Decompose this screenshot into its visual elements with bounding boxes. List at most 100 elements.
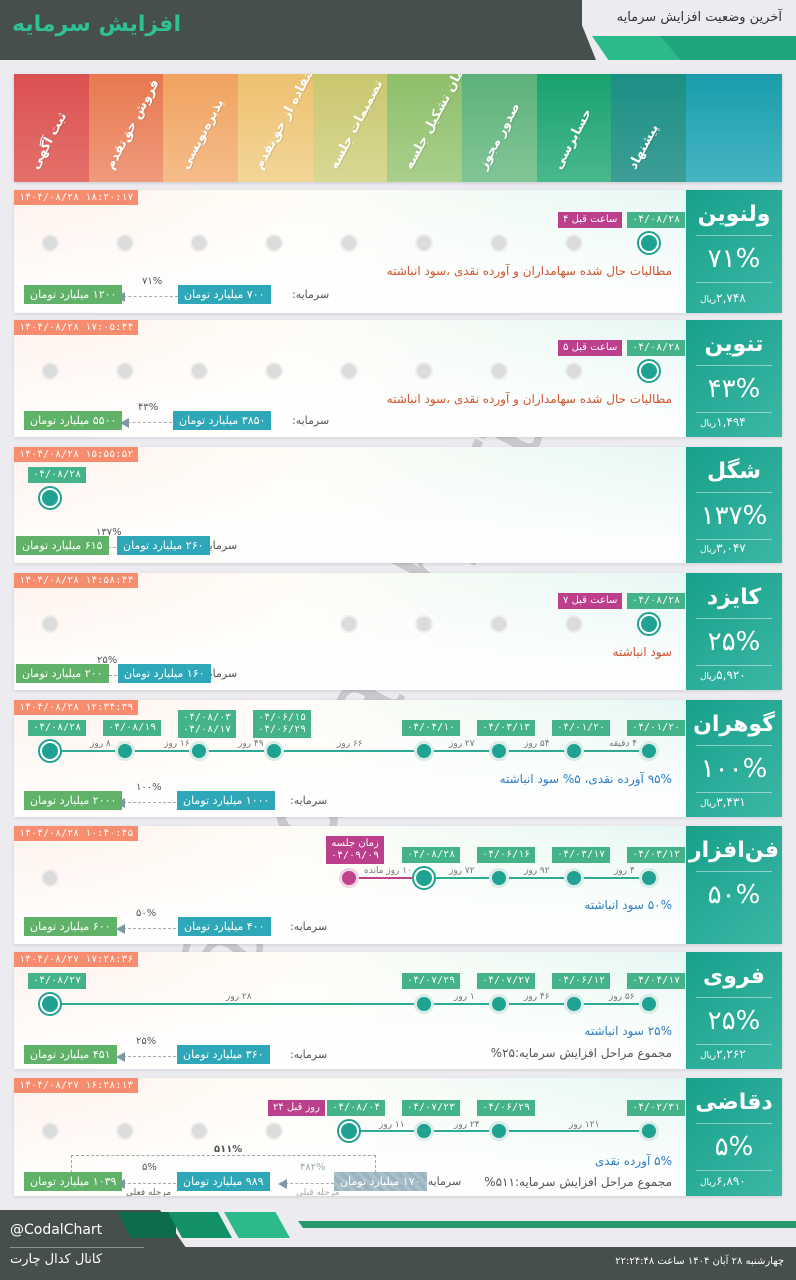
company-card[interactable]: ۱۴۰۴/۰۸/۲۷ ۱۶:۲۸:۱۳ ۰۴/۰۸/۰۴ ۲۴ روز قبل … xyxy=(14,1078,782,1196)
channel-handle[interactable]: @CodalChart xyxy=(10,1222,103,1238)
generated-datetime: چهارشنبه ۲۸ آبان ۱۴۰۴ ساعت ۲۲:۲۴:۴۸ xyxy=(615,1256,784,1267)
stage-meeting-decisions: تصمیمات جلسه xyxy=(312,74,388,182)
share-price: ۳,۴۳۱ریال xyxy=(700,795,746,809)
arrow-icon xyxy=(116,798,176,808)
date-chip: ۰۴/۰۸/۲۸ xyxy=(627,212,686,228)
stage-node xyxy=(189,741,209,761)
company-card[interactable]: ۱۴۰۴/۰۸/۲۸ ۱۲:۳۴:۳۹ ۰۴/۰۱/۲۰ ۰۴/۰۱/۲۰ ۰۴… xyxy=(14,700,782,817)
increase-percent: ۴۳% xyxy=(707,374,761,404)
gap-label: ۲۴ روز xyxy=(454,1120,480,1130)
timestamp-badge: ۱۴۰۴/۰۸/۲۸ ۱۲:۳۴:۳۹ xyxy=(14,700,139,715)
stage-register-notice: ثبت آگهی xyxy=(14,74,89,182)
share-price: ۵,۹۲۰ریال xyxy=(700,668,746,682)
company-card[interactable]: ۱۴۰۴/۰۸/۲۸ ۱۷:۰۵:۴۴ ۰۴/۰۸/۲۸ ۵ ساعت قبل … xyxy=(14,320,782,437)
capital-after: ۲۰۰ میلیارد تومان xyxy=(16,664,109,683)
gap-label: ۴ دقیقه xyxy=(609,739,638,749)
share-price: ۳,۰۴۷ریال xyxy=(700,541,746,555)
capital-after: ۱۲۰۰ میلیارد تومان xyxy=(24,285,123,304)
increase-percent: ۵% xyxy=(714,1132,754,1162)
growth-percent: ۵% xyxy=(142,1162,157,1173)
total-growth-bracket xyxy=(71,1155,376,1173)
capital-before: ۲۶۰ میلیارد تومان xyxy=(117,536,210,555)
gap-label: ۱۲۱ روز xyxy=(569,1120,600,1130)
timestamp-badge: ۱۴۰۴/۰۸/۲۸ ۱۰:۴۰:۴۵ xyxy=(14,826,139,841)
header: افزایش سرمایه آخرین وضعیت افزایش سرمایه xyxy=(0,0,796,60)
company-card[interactable]: ۱۴۰۴/۰۸/۲۸ ۱۰:۴۰:۴۵ زمان جلسه ۰۴/۰۹/۰۹ ۰۴… xyxy=(14,826,782,944)
stage-node xyxy=(41,869,59,887)
company-card[interactable]: ۱۴۰۴/۰۸/۲۸ ۱۴:۵۸:۴۴ ۰۴/۰۸/۲۸ ۷ ساعت قبل … xyxy=(14,573,782,690)
date-chip: ۰۴/۰۱/۲۰ xyxy=(552,720,611,736)
growth-percent: ۲۵% xyxy=(136,1036,157,1047)
stage-node xyxy=(115,741,135,761)
date-chip: ۰۴/۰۱/۲۰ xyxy=(627,720,686,736)
current-stage-node xyxy=(40,741,60,761)
stage-audit: حسابرسی xyxy=(536,74,612,182)
header-dark-band xyxy=(0,0,582,60)
stage-node xyxy=(565,362,583,380)
stage-node xyxy=(116,362,134,380)
stage-node xyxy=(564,868,584,888)
company-name: دقاضی xyxy=(695,1090,773,1115)
date-chip: ۰۴/۰۶/۱۲ xyxy=(552,973,611,989)
description: سود انباشته xyxy=(612,645,672,659)
capital-label: سرمایه: xyxy=(290,920,328,933)
current-stage-node xyxy=(40,488,60,508)
stage-node xyxy=(41,615,59,633)
date-chip: ۰۴/۰۸/۲۸ xyxy=(28,467,87,483)
company-card[interactable]: ۱۴۰۴/۰۸/۲۸ ۱۸:۲۰:۱۷ ۰۴/۰۸/۲۸ ۴ ساعت قبل … xyxy=(14,190,782,313)
capital-before: ۹۸۹ میلیارد تومان xyxy=(177,1172,270,1191)
date-chip: ۰۴/۰۷/۲۹ xyxy=(402,973,461,989)
description: مطالبات حال شده سهامداران و آورده نقدی ،… xyxy=(386,392,672,406)
capital-before: ۱۰۰۰ میلیارد تومان xyxy=(177,791,276,810)
stage-node xyxy=(116,1122,134,1140)
gap-label: ۱ روز xyxy=(454,992,475,1002)
gap-label: ۵۶ روز xyxy=(609,992,635,1002)
date-chip: ۰۴/۰۳/۱۷ xyxy=(552,847,611,863)
arrow-icon xyxy=(278,1179,334,1189)
time-ago-chip: ۲۴ روز قبل xyxy=(268,1100,325,1116)
date-chip: ۰۴/۰۳/۱۳ xyxy=(477,720,536,736)
time-ago-chip: ۵ ساعت قبل xyxy=(558,340,623,356)
stage-node xyxy=(565,615,583,633)
stage-node xyxy=(190,1122,208,1140)
date-chip: ۰۴/۰۸/۲۸ xyxy=(402,847,461,863)
company-card[interactable]: ۱۴۰۴/۰۸/۲۸ ۱۵:۵۵:۵۲ ۰۴/۰۸/۲۸ سرمایه: ۲۶۰… xyxy=(14,447,782,563)
stage-node xyxy=(265,1122,283,1140)
stage-subscription: پذیره‌نویسی xyxy=(163,74,239,182)
company-card[interactable]: ۱۴۰۴/۰۸/۲۷ ۱۷:۲۸:۳۶ ۰۴/۰۸/۲۷ ۰۴/۰۷/۲۹ ۰۴… xyxy=(14,952,782,1069)
stages-band: ثبت آگهی فروش حق‌تقدم پذیره‌نویسی استفاد… xyxy=(14,74,782,182)
stage-proposal: پیشنهاد xyxy=(611,74,687,182)
timeline-line xyxy=(424,877,649,879)
capital-after: ۱۰۳۹ میلیارد تومان xyxy=(24,1172,123,1191)
timestamp-badge: ۱۴۰۴/۰۸/۲۷ ۱۶:۲۸:۱۳ xyxy=(14,1078,139,1093)
timeline-line xyxy=(50,1003,649,1005)
capital-after: ۶۱۵ میلیارد تومان xyxy=(16,536,109,555)
increase-percent: ۱۰۰% xyxy=(700,754,768,784)
stage-node xyxy=(639,994,659,1014)
stage-node xyxy=(489,1121,509,1141)
increase-percent: ۲۵% xyxy=(707,1006,761,1036)
stage-node xyxy=(190,362,208,380)
time-ago-chip: ۷ ساعت قبل xyxy=(558,593,623,609)
capital-label: سرمایه: xyxy=(292,288,330,301)
date-chip: ۰۴/۰۶/۲۹ xyxy=(477,1100,536,1116)
countdown-line xyxy=(349,877,424,879)
description: مطالبات حال شده سهامداران و آورده نقدی ،… xyxy=(386,264,672,278)
capital-before: ۳۸۵۰ میلیارد تومان xyxy=(173,411,272,430)
increase-percent: ۲۵% xyxy=(707,627,761,657)
stage-node xyxy=(490,615,508,633)
stage-node xyxy=(490,234,508,252)
growth-percent: ۴۳% xyxy=(138,402,159,413)
stage-node xyxy=(264,741,284,761)
company-name: ولنوین xyxy=(697,202,771,227)
capital-before: ۳۶۰ میلیارد تومان xyxy=(177,1045,270,1064)
timestamp-badge: ۱۴۰۴/۰۸/۲۷ ۱۷:۲۸:۳۶ xyxy=(14,952,139,967)
stage-right-sale: فروش حق‌تقدم xyxy=(88,74,164,182)
divider xyxy=(10,1247,144,1248)
date-chip: ۰۴/۰۷/۲۷ xyxy=(477,973,536,989)
capital-label: سرمایه: xyxy=(424,1175,462,1188)
gap-label: ۶۶ روز xyxy=(337,739,363,749)
increase-percent: ۱۳۷% xyxy=(700,501,768,531)
description: ۲۵% سود انباشته xyxy=(584,1024,672,1038)
stage-node xyxy=(190,234,208,252)
